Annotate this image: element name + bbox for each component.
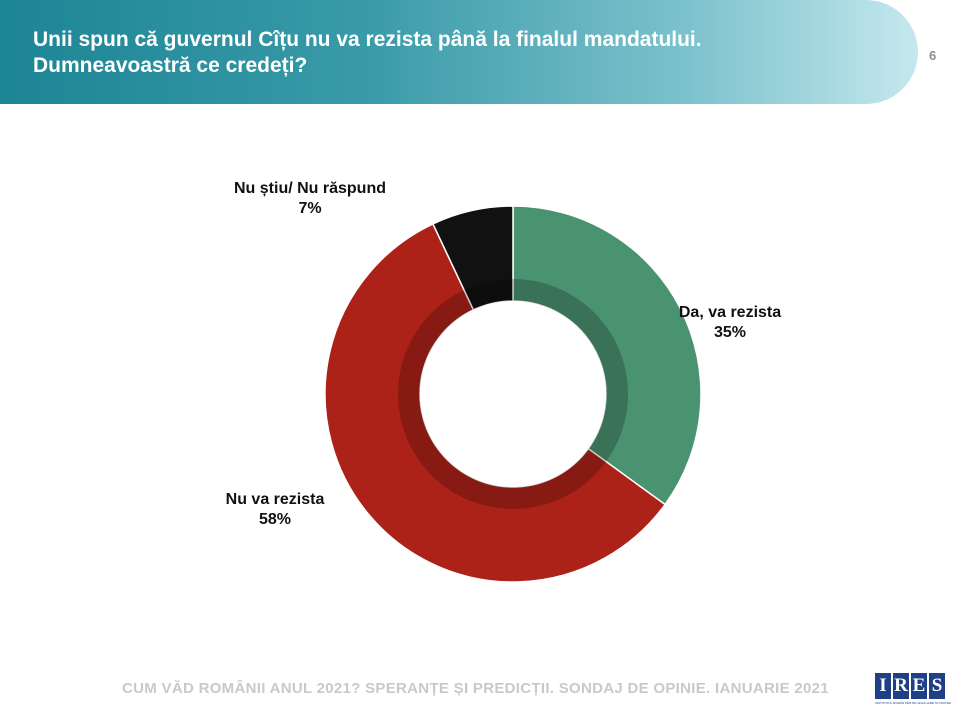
slice-value-text: 35% <box>713 324 747 341</box>
page-title: Unii spun că guvernul Cîțu nu va rezista… <box>33 27 793 79</box>
slice-label-text: Nu știu/ Nu răspund <box>234 180 386 197</box>
title-line-1: Unii spun că guvernul Cîțu nu va rezista… <box>33 28 702 51</box>
slice-label-nu-va-rezista: Nu va rezista 58% <box>205 490 345 530</box>
donut-inner-shading <box>398 279 628 509</box>
page-number: 6 <box>929 48 937 63</box>
slice-label-nu-stiu: Nu știu/ Nu răspund 7% <box>210 179 410 219</box>
header-banner <box>0 0 918 104</box>
slice-label-da-va-rezista: Da, va rezista 35% <box>660 303 800 343</box>
logo-tagline: INSTITUTUL ROMÂN PENTRU EVALUARE ȘI STRA… <box>875 701 951 705</box>
logo-letter: E <box>911 673 927 699</box>
slice-value-text: 58% <box>258 511 292 528</box>
logo-letter: R <box>893 673 909 699</box>
slice-value-text: 7% <box>298 200 322 217</box>
donut-hole <box>420 301 606 487</box>
footer-text: CUM VĂD ROMÂNII ANUL 2021? SPERANȚE ȘI P… <box>122 680 829 697</box>
logo-letter: I <box>875 673 891 699</box>
slice-label-text: Da, va rezista <box>678 304 782 321</box>
logo-letter: S <box>929 673 945 699</box>
slice-label-text: Nu va rezista <box>225 491 325 508</box>
title-line-2: Dumneavoastră ce credeți? <box>33 54 308 77</box>
ires-logo: I R E S <box>875 673 945 699</box>
